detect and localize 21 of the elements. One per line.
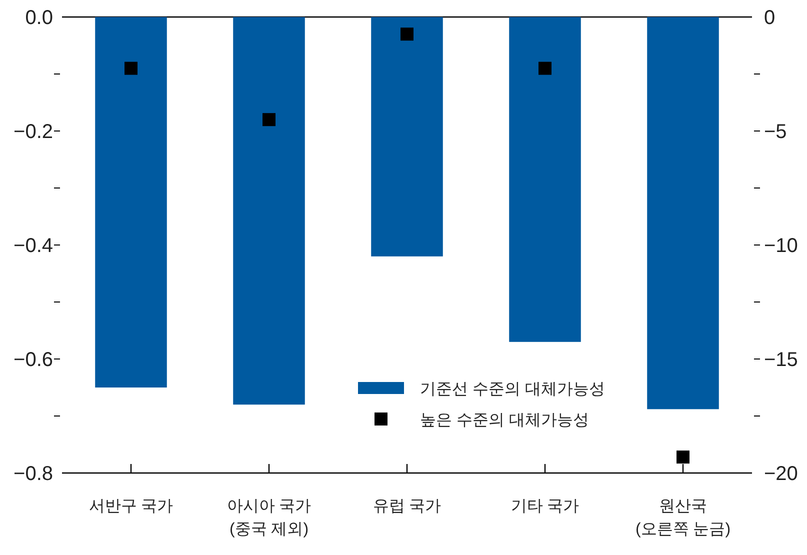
y-tick-label: −0.6 xyxy=(14,349,53,371)
y-tick-label: −0.8 xyxy=(14,463,53,485)
point xyxy=(400,28,414,41)
x-tick-label: 서반구 국가 xyxy=(88,498,174,515)
legend-label: 기준선 수준의 대체가능성 xyxy=(420,381,605,398)
y-tick-label: −0.2 xyxy=(14,121,53,143)
x-tick-label: 원산국 (오른쪽 눈금) xyxy=(635,498,731,538)
y2-tick-label: −15 xyxy=(764,349,798,371)
y-tick-label: −0.4 xyxy=(14,235,53,257)
x-tick-label: 유럽 국가 xyxy=(372,498,442,515)
x-tick-label: 아시아 국가 (중국 제외) xyxy=(226,498,312,538)
y2-tick-label: −10 xyxy=(764,235,798,257)
y2-tick-label: 0 xyxy=(764,7,776,29)
x-tick-label: 기타 국가 xyxy=(510,498,580,515)
point xyxy=(124,62,138,75)
y2-tick-label: −5 xyxy=(764,121,787,143)
legend-label: 높은 수준의 대체가능성 xyxy=(420,412,589,429)
point xyxy=(262,113,276,126)
y-tick-label: 0.0 xyxy=(25,7,53,29)
point xyxy=(538,62,552,75)
y2-tick-label: −20 xyxy=(764,463,798,485)
